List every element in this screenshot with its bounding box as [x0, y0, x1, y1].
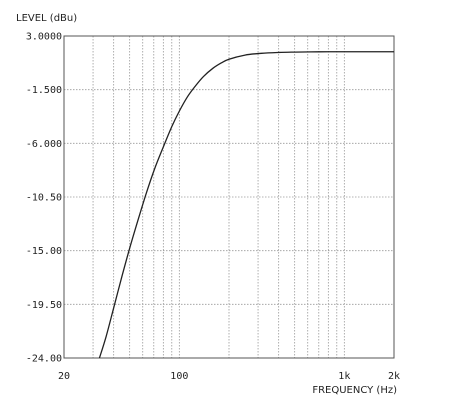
- y-tick-label: 3.0000: [26, 32, 62, 43]
- x-tick-label: 2k: [388, 371, 400, 382]
- y-tick-label: -15.00: [26, 246, 62, 257]
- tick-labels: 3.0000 -1.500 -6.000 -10.50 -15.00 -19.50 -24.…: [26, 32, 400, 383]
- y-tick-label: -6.000: [26, 139, 62, 150]
- x-tick-label: 20: [58, 371, 70, 382]
- y-tick-label: -19.50: [26, 300, 62, 311]
- plot-frame: [63, 35, 395, 359]
- x-tick-label: 1k: [338, 371, 350, 382]
- y-tick-label: -24.00: [26, 354, 62, 365]
- y-axis-title: LEVEL (dBu): [16, 13, 77, 24]
- x-tick-label: 100: [170, 371, 188, 382]
- y-tick-label: -10.50: [26, 193, 62, 204]
- y-tick-label: -1.500: [26, 85, 62, 96]
- response-curve: [98, 51, 394, 359]
- x-axis-title: FREQUENCY (Hz): [312, 385, 397, 396]
